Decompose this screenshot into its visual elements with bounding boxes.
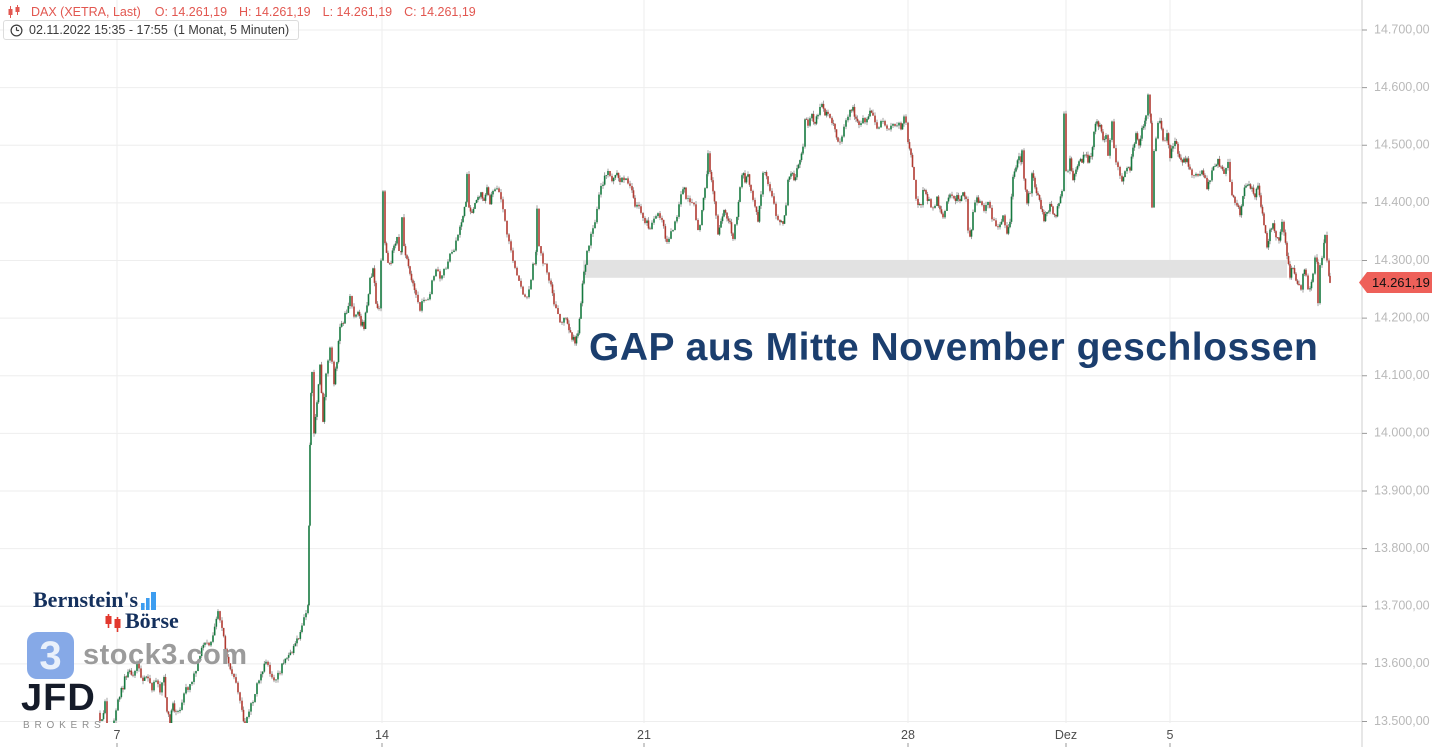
y-axis-label: 14.700,00 xyxy=(1374,22,1430,36)
jfd-brokers-logo: JFD BROKERS xyxy=(21,679,106,731)
gap-zone-band xyxy=(583,259,1287,278)
boerse-wordmark: Börse xyxy=(125,608,179,633)
red-candles-icon xyxy=(105,614,121,632)
timerange-button[interactable]: 02.11.2022 15:35 - 17:55 (1 Monat, 5 Min… xyxy=(3,20,300,40)
boerse-row: Börse xyxy=(105,610,179,632)
x-axis-label: 7 xyxy=(114,728,121,742)
y-axis-label: 14.400,00 xyxy=(1374,195,1430,209)
grid-lines xyxy=(0,0,1362,723)
y-axis-label: 14.600,00 xyxy=(1374,80,1430,94)
timerange-text: 02.11.2022 15:35 - 17:55 xyxy=(29,23,168,37)
x-axis-label: 28 xyxy=(901,728,915,742)
y-axis-label: 13.600,00 xyxy=(1374,656,1430,670)
y-axis-label: 14.500,00 xyxy=(1374,138,1430,152)
x-axis-label: 5 xyxy=(1167,728,1174,742)
y-axis-label: 14.200,00 xyxy=(1374,310,1430,324)
y-axis: 14.700,00 14.600,00 14.500,00 14.400,00 14.3… xyxy=(1361,0,1430,747)
instrument-title: DAX (XETRA, Last) xyxy=(31,5,141,19)
last-price-label: 14.261,19 xyxy=(1359,272,1432,293)
instrument-header: DAX (XETRA, Last) O: 14.261,19 H: 14.261… xyxy=(8,5,476,19)
period-text: (1 Monat, 5 Minuten) xyxy=(173,23,290,37)
y-axis-label: 14.000,00 xyxy=(1374,426,1430,440)
stock3-wordmark: stock3.com xyxy=(83,639,248,671)
y-axis-label: 14.100,00 xyxy=(1374,368,1430,382)
y-axis-label: 13.500,00 xyxy=(1374,714,1430,728)
x-axis-label: 14 xyxy=(375,728,389,742)
last-price-value: 14.261,19 xyxy=(1372,275,1430,290)
ohlc-high: H: 14.261,19 xyxy=(239,5,311,19)
stock3-logo: 3 stock3.com xyxy=(27,632,248,679)
gap-annotation: GAP aus Mitte November geschlossen xyxy=(589,326,1319,369)
stock3-badge: 3 xyxy=(27,632,74,679)
y-axis-label: 13.700,00 xyxy=(1374,599,1430,613)
jfd-wordmark: JFD xyxy=(21,677,96,719)
x-axis-label: Dez xyxy=(1055,728,1077,742)
x-axis: 7 14 21 28 Dez 5 xyxy=(114,728,1174,747)
clock-icon xyxy=(10,23,23,37)
blue-bars-icon xyxy=(141,592,157,610)
ohlc-close: C: 14.261,19 xyxy=(404,5,476,19)
y-axis-label: 13.800,00 xyxy=(1374,541,1430,555)
ohlc-low: L: 14.261,19 xyxy=(322,5,393,19)
candlestick-icon xyxy=(8,5,20,18)
x-axis-label: 21 xyxy=(637,728,651,742)
candle-series xyxy=(99,93,1331,723)
bernstein-wordmark: Bernstein's xyxy=(33,587,139,612)
bernsteins-boerse-logo: Bernstein's Börse xyxy=(33,589,179,632)
ohlc-open: O: 14.261,19 xyxy=(154,5,228,19)
jfd-brokers-caption: BROKERS xyxy=(23,720,106,731)
bernstein-row: Bernstein's xyxy=(33,589,179,611)
y-axis-label: 13.900,00 xyxy=(1374,483,1430,497)
stock3-badge-digit: 3 xyxy=(39,633,62,678)
y-axis-label: 14.300,00 xyxy=(1374,253,1430,267)
